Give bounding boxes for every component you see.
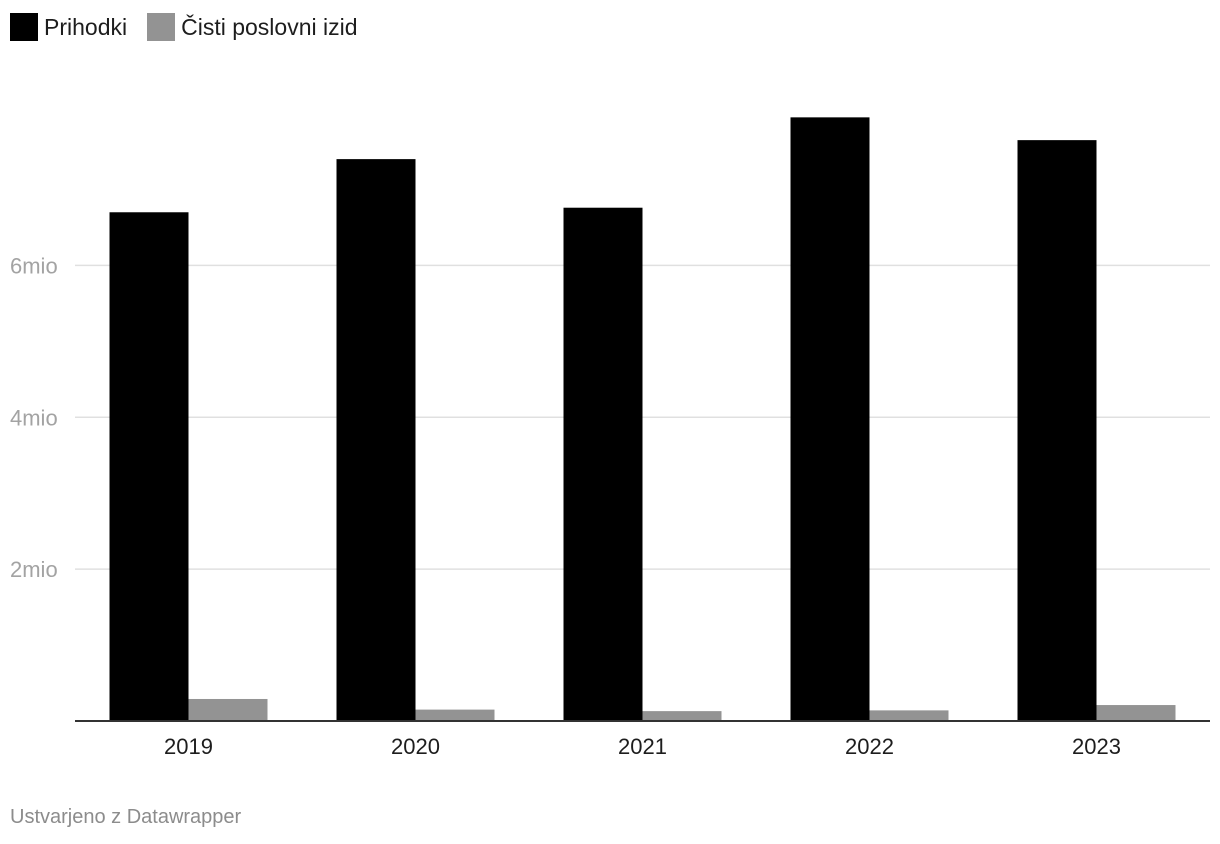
y-tick-label: 6mio <box>10 253 58 278</box>
y-axis-tick-labels: 2mio 4mio 6mio <box>10 253 58 582</box>
bar-prihodki-2020 <box>336 159 416 721</box>
chart-legend: Prihodki Čisti poslovni izid <box>10 12 378 42</box>
bar-prihodki-2023 <box>1017 140 1097 721</box>
x-tick-label: 2020 <box>391 734 440 759</box>
bars <box>109 117 1176 722</box>
y-tick-label: 2mio <box>10 557 58 582</box>
legend-item-cisti-poslovni-izid: Čisti poslovni izid <box>147 13 358 41</box>
legend-label-prihodki: Prihodki <box>44 13 128 40</box>
legend-label-cisti-poslovni-izid: Čisti poslovni izid <box>181 13 358 40</box>
bar-cisti-poslovni-izid-2019 <box>188 698 268 721</box>
bar-cisti-poslovni-izid-2021 <box>642 711 722 721</box>
legend-item-prihodki: Prihodki <box>10 13 127 41</box>
x-axis-tick-labels: 2019 2020 2021 2022 2023 <box>164 734 1121 759</box>
x-tick-label: 2023 <box>1072 734 1121 759</box>
y-tick-label: 4mio <box>10 405 58 430</box>
x-tick-label: 2022 <box>845 734 894 759</box>
legend-swatch-cisti-poslovni-izid <box>147 13 176 41</box>
footer-credit: Ustvarjeno z Datawrapper <box>10 806 242 828</box>
bar-prihodki-2019 <box>109 212 189 721</box>
bar-prihodki-2021 <box>563 207 643 722</box>
bar-prihodki-2022 <box>790 117 870 721</box>
legend-swatch-prihodki <box>10 13 38 41</box>
bar-cisti-poslovni-izid-2020 <box>415 709 495 721</box>
bar-cisti-poslovni-izid-2023 <box>1096 705 1176 721</box>
bar-cisti-poslovni-izid-2022 <box>869 710 949 721</box>
x-tick-label: 2019 <box>164 734 213 759</box>
x-tick-label: 2021 <box>618 734 667 759</box>
